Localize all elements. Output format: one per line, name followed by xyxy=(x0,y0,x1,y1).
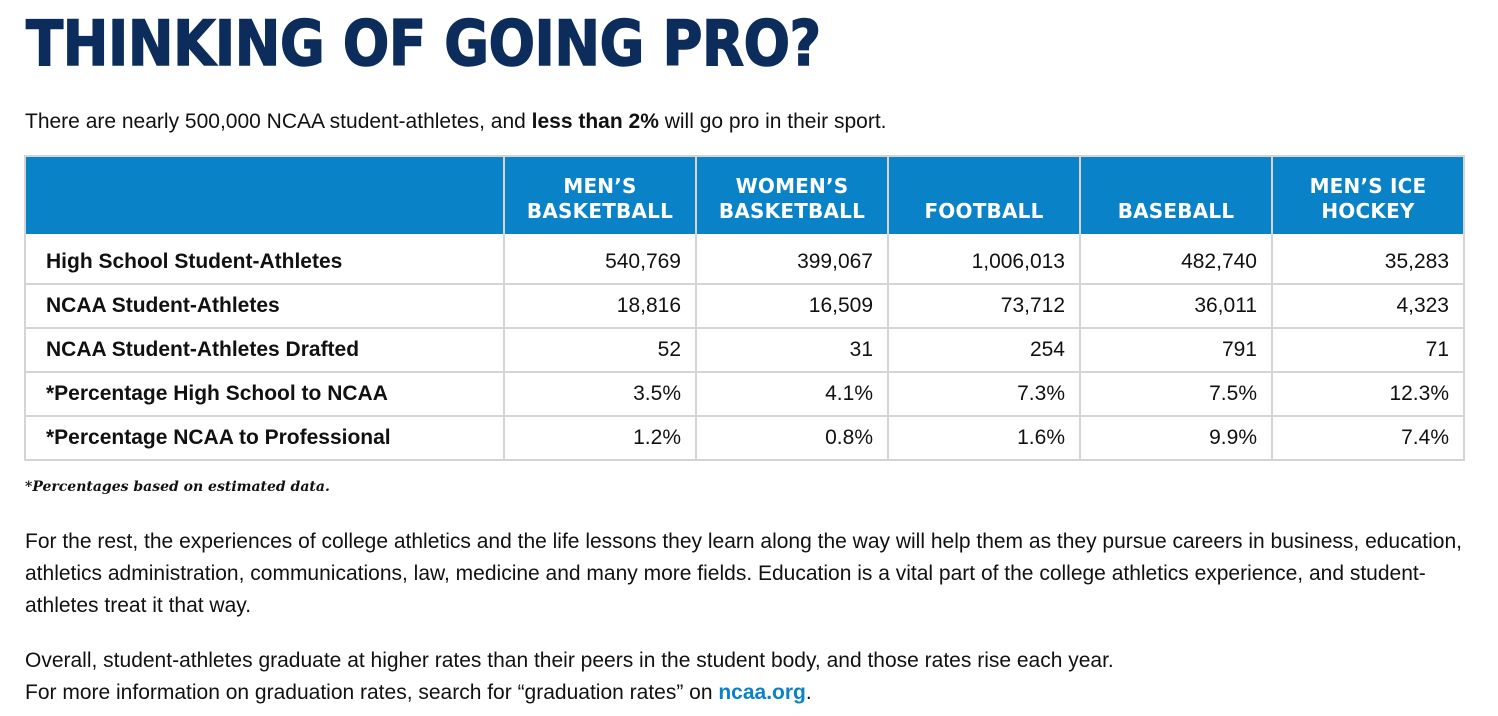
table-cell: 1.2% xyxy=(503,415,696,460)
table-cell: 791 xyxy=(1079,327,1272,372)
table-row: NCAA Student-Athletes 18,816 16,509 73,7… xyxy=(25,283,1464,328)
table-cell: 36,011 xyxy=(1079,283,1272,328)
stats-table: MEN’S BASKETBALL WOMEN’S BASKETBALL FOOTBA… xyxy=(24,155,1465,461)
intro-text-start: There are nearly 500,000 NCAA student-at… xyxy=(25,110,532,133)
table-cell: 0.8% xyxy=(695,415,888,460)
column-header-mens-ice-hockey: MEN’S ICE HOCKEY xyxy=(1271,156,1464,234)
table-cell: 52 xyxy=(503,327,696,372)
table-cell: 35,283 xyxy=(1271,234,1464,284)
column-header-mens-basketball: MEN’S BASKETBALL xyxy=(503,156,696,234)
intro-text-highlight: less than 2% xyxy=(531,110,659,133)
table-cell: 7.4% xyxy=(1271,415,1464,460)
table-row: High School Student-Athletes 540,769 399… xyxy=(25,234,1464,284)
table-footnote: *Percentages based on estimated data. xyxy=(25,479,330,495)
table-cell: 16,509 xyxy=(695,283,888,328)
row-label: NCAA Student-Athletes Drafted xyxy=(25,327,504,372)
table-cell: 18,816 xyxy=(503,283,696,328)
table-cell: 3.5% xyxy=(503,371,696,416)
table-cell: 73,712 xyxy=(887,283,1080,328)
table-row: *Percentage NCAA to Professional 1.2% 0.… xyxy=(25,415,1464,460)
column-header-line: WOMEN’S xyxy=(735,174,849,198)
table-cell: 12.3% xyxy=(1271,371,1464,416)
graduation-text: Overall, student-athletes graduate at hi… xyxy=(25,649,1114,672)
table-row: NCAA Student-Athletes Drafted 52 31 254 … xyxy=(25,327,1464,372)
column-header-football: FOOTBALL xyxy=(887,156,1080,234)
table-cell: 1,006,013 xyxy=(887,234,1080,284)
table-row: *Percentage High School to NCAA 3.5% 4.1… xyxy=(25,371,1464,416)
page-title: THINKING OF GOING PRO? xyxy=(25,7,822,81)
ncaa-link[interactable]: ncaa.org xyxy=(718,681,806,704)
table-cell: 7.3% xyxy=(887,371,1080,416)
table-cell: 254 xyxy=(887,327,1080,372)
table-cell: 71 xyxy=(1271,327,1464,372)
column-header-line: BASKETBALL xyxy=(526,199,674,223)
table-cell: 4,323 xyxy=(1271,283,1464,328)
table-cell: 9.9% xyxy=(1079,415,1272,460)
column-header-baseball: BASEBALL xyxy=(1079,156,1272,234)
body-paragraph-careers: For the rest, the experiences of college… xyxy=(25,530,1462,617)
table-cell: 7.5% xyxy=(1079,371,1272,416)
table-header-blank xyxy=(25,156,504,234)
column-header-line: MEN’S ICE xyxy=(1309,174,1427,198)
graduation-info-end: . xyxy=(805,681,812,704)
graduation-info-text: For more information on graduation rates… xyxy=(25,681,719,704)
table-cell: 1.6% xyxy=(887,415,1080,460)
intro-text: There are nearly 500,000 NCAA student-at… xyxy=(25,109,887,135)
body-paragraph-graduation: Overall, student-athletes graduate at hi… xyxy=(25,645,1465,709)
row-label: *Percentage High School to NCAA xyxy=(25,371,504,416)
row-label: High School Student-Athletes xyxy=(46,249,343,273)
table-cell: 399,067 xyxy=(695,234,888,284)
column-header-line: HOCKEY xyxy=(1321,199,1415,223)
table-cell: 4.1% xyxy=(695,371,888,416)
table-header-row: MEN’S BASKETBALL WOMEN’S BASKETBALL FOOTBA… xyxy=(25,156,1464,234)
column-header-line: MEN’S xyxy=(563,174,637,198)
column-header-line: BASEBALL xyxy=(1117,199,1235,223)
intro-text-end: will go pro in their sport. xyxy=(658,110,887,133)
column-header-line: FOOTBALL xyxy=(924,199,1044,223)
table-cell: 482,740 xyxy=(1079,234,1272,284)
table-cell: 540,769 xyxy=(503,234,696,284)
column-header-womens-basketball: WOMEN’S BASKETBALL xyxy=(695,156,888,234)
row-label: NCAA Student-Athletes xyxy=(25,283,504,328)
row-label: *Percentage NCAA to Professional xyxy=(25,415,504,460)
table-cell: 31 xyxy=(695,327,888,372)
column-header-line: BASKETBALL xyxy=(718,199,866,223)
